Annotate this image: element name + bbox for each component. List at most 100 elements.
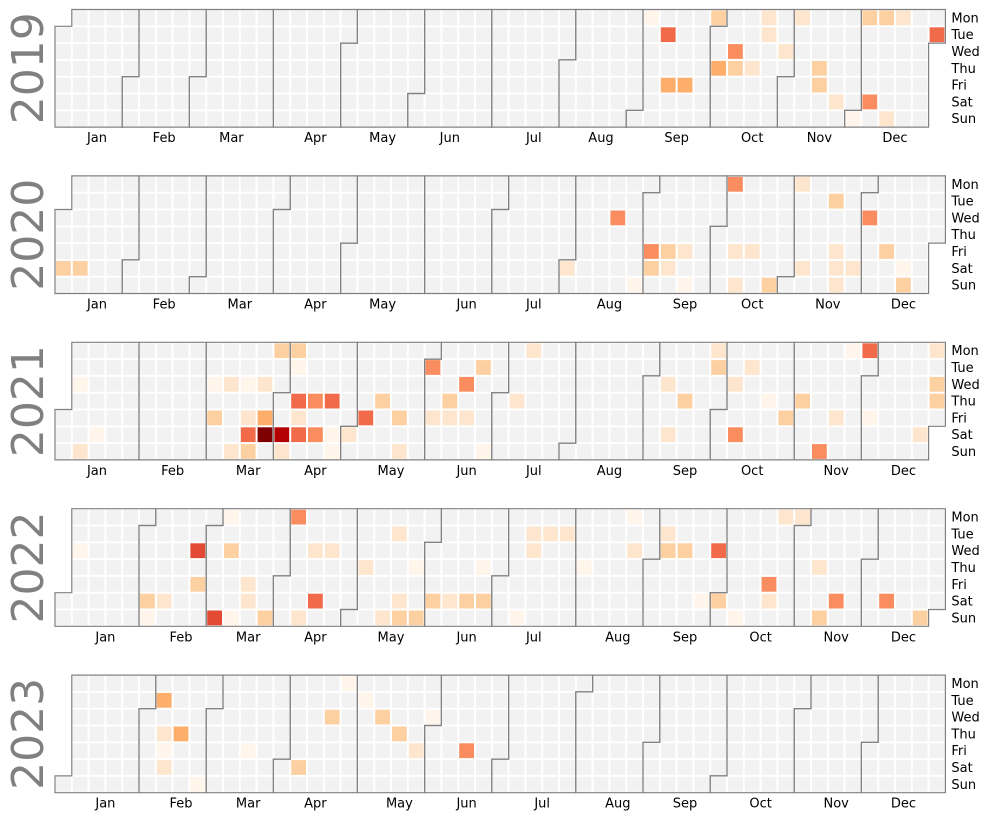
day-cell — [828, 427, 844, 443]
day-cell — [728, 277, 743, 293]
day-cell — [761, 692, 777, 708]
day-cell — [257, 726, 273, 742]
day-cell — [509, 260, 525, 276]
day-cell — [509, 427, 525, 443]
day-cell — [89, 509, 105, 525]
day-cell — [173, 726, 189, 742]
day-cell — [660, 176, 676, 192]
day-cell — [190, 760, 206, 775]
day-cell — [778, 360, 794, 375]
day-cell — [425, 526, 441, 542]
day-cell — [862, 244, 878, 259]
month-label: Jan — [86, 298, 107, 313]
day-cell — [56, 277, 71, 293]
day-cell — [425, 277, 441, 293]
day-cell — [358, 277, 374, 293]
day-cell — [627, 743, 642, 759]
day-cell — [459, 560, 474, 575]
day-cell — [543, 610, 558, 626]
day-cell — [392, 376, 407, 392]
day-cell — [828, 410, 844, 426]
day-cell — [862, 560, 878, 575]
day-cell — [324, 227, 340, 243]
day-cell — [761, 210, 777, 226]
day-cell — [711, 111, 726, 127]
day-cell — [140, 60, 155, 76]
day-cell — [291, 776, 306, 792]
day-cell — [56, 610, 71, 626]
day-cell — [324, 776, 340, 792]
day-cell — [224, 560, 239, 575]
day-cell — [459, 343, 474, 359]
day-cell — [476, 610, 491, 626]
day-cell — [341, 593, 357, 609]
day-cell — [694, 27, 710, 43]
day-cell — [341, 111, 357, 127]
day-cell — [375, 509, 390, 525]
day-cell — [56, 776, 71, 792]
day-cell — [929, 593, 945, 609]
day-cell — [660, 593, 676, 609]
day-cell — [526, 376, 542, 392]
weekday-label: Thu — [950, 561, 975, 576]
day-cell — [476, 44, 491, 59]
day-cell — [660, 193, 676, 209]
day-cell — [392, 444, 407, 459]
day-cell — [257, 260, 273, 276]
day-cell — [308, 760, 323, 775]
day-cell — [257, 560, 273, 575]
day-cell — [744, 44, 760, 59]
day-cell — [140, 111, 155, 127]
day-cell — [610, 676, 626, 691]
day-cell — [660, 343, 676, 359]
day-cell — [862, 60, 878, 76]
day-cell — [156, 227, 172, 243]
day-cell — [862, 27, 878, 43]
day-cell — [89, 726, 105, 742]
day-cell — [358, 60, 374, 76]
day-cell — [627, 360, 642, 375]
day-cell — [72, 376, 88, 392]
day-cell — [207, 244, 222, 259]
day-cell — [240, 44, 256, 59]
day-cell — [576, 526, 592, 542]
day-cell — [929, 210, 945, 226]
day-cell — [795, 676, 810, 691]
day-cell — [224, 726, 239, 742]
day-cell — [207, 543, 222, 559]
day-cell — [224, 360, 239, 375]
month-label: Jun — [455, 630, 476, 645]
day-cell — [156, 176, 172, 192]
day-cell — [72, 593, 88, 609]
day-cell — [644, 343, 659, 359]
day-cell — [711, 526, 726, 542]
day-cell — [291, 244, 306, 259]
day-cell — [442, 543, 458, 559]
day-cell — [526, 260, 542, 276]
day-cell — [274, 360, 290, 375]
day-cell — [274, 543, 290, 559]
day-cell — [509, 692, 525, 708]
day-cell — [425, 244, 441, 259]
day-cell — [459, 709, 474, 725]
day-cell — [341, 343, 357, 359]
day-cell — [375, 376, 390, 392]
day-cell — [190, 410, 206, 426]
weekday-label: Tue — [950, 361, 973, 376]
day-cell — [442, 277, 458, 293]
day-cell — [341, 726, 357, 742]
day-cell — [240, 244, 256, 259]
day-cell — [173, 10, 189, 26]
day-cell — [274, 44, 290, 59]
day-cell — [795, 709, 810, 725]
day-cell — [291, 360, 306, 375]
weekday-label: Tue — [950, 28, 973, 43]
day-cell — [156, 10, 172, 26]
day-cell — [560, 343, 575, 359]
day-cell — [711, 393, 726, 409]
day-cell — [761, 27, 777, 43]
day-cell — [627, 410, 642, 426]
day-cell — [728, 27, 743, 43]
day-cell — [89, 111, 105, 127]
day-cell — [224, 543, 239, 559]
